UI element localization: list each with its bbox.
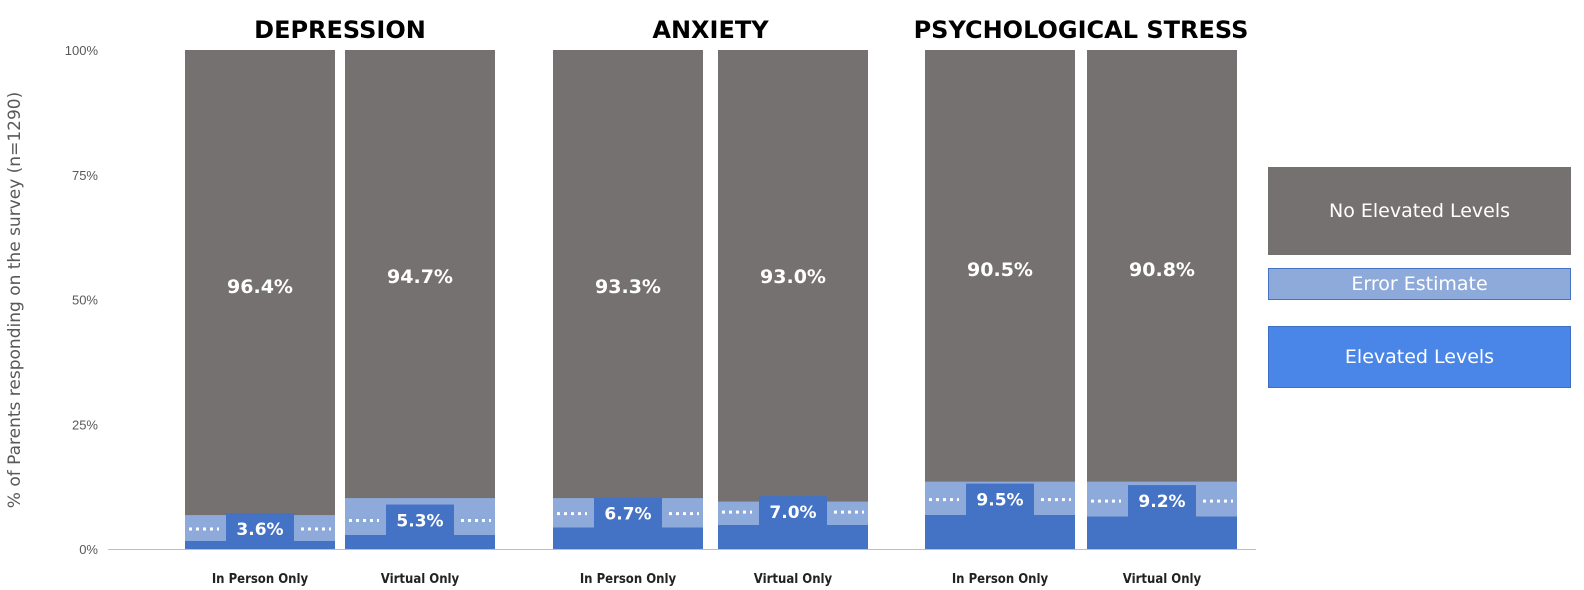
no-elevated-value-label: 93.3% — [595, 276, 661, 298]
panel-title: DEPRESSION — [254, 16, 426, 44]
no-elevated-value-label: 90.8% — [1129, 259, 1195, 281]
bar-group: 3.6% 96.4% — [185, 50, 335, 549]
elevated-label-box — [594, 497, 662, 530]
bar-group: 5.3% 94.7% — [345, 50, 495, 549]
no-elevated-bar — [718, 50, 868, 549]
no-elevated-bar — [185, 50, 335, 549]
category-label: Virtual Only — [381, 572, 460, 587]
legend-elevated-label: Elevated Levels — [1344, 346, 1495, 368]
elevated-value-label: 9.5% — [976, 491, 1023, 511]
elevated-label-box — [226, 513, 294, 546]
elevated-label-box — [966, 483, 1034, 516]
bar-group: 6.7% 93.3% — [553, 50, 703, 549]
legend-no-elevated-label: No Elevated Levels — [1328, 200, 1511, 222]
bars: 3.6% 96.4% 5.3% 94.7% 6.7% 93.3% 7.0% 93.0% 9.5%… — [185, 50, 1237, 549]
legend-no-elevated: No Elevated Levels — [1268, 167, 1571, 255]
no-elevated-value-label: 90.5% — [967, 259, 1033, 281]
category-label: Virtual Only — [754, 572, 833, 587]
elevated-bar — [925, 515, 1075, 549]
no-elevated-bar — [925, 50, 1075, 549]
legend-error-estimate-label: Error Estimate — [1351, 273, 1488, 295]
category-labels: In Person Only Virtual Only In Person Only… — [212, 572, 1202, 587]
no-elevated-value-label: 94.7% — [387, 266, 453, 288]
y-tick-label: 100% — [65, 43, 99, 58]
y-axis-label: % of Parents responding on the survey (n… — [5, 92, 25, 508]
elevated-bar — [553, 527, 703, 549]
elevated-label-box — [386, 504, 454, 537]
y-tick-label: 0% — [79, 542, 98, 557]
bar-group: 7.0% 93.0% — [718, 50, 868, 549]
category-label: In Person Only — [580, 572, 677, 587]
elevated-value-label: 6.7% — [604, 505, 651, 525]
no-elevated-bar — [553, 50, 703, 549]
no-elevated-value-label: 93.0% — [760, 266, 826, 288]
elevated-value-label: 3.6% — [236, 520, 283, 540]
elevated-label-box — [759, 496, 827, 529]
legend-error-estimate: Error Estimate — [1268, 268, 1571, 300]
elevated-bar — [718, 525, 868, 549]
category-label: In Person Only — [952, 572, 1049, 587]
no-elevated-value-label: 96.4% — [227, 276, 293, 298]
legend-elevated: Elevated Levels — [1268, 326, 1571, 388]
elevated-bar — [345, 535, 495, 549]
y-tick-label: 50% — [72, 293, 98, 308]
no-elevated-bar — [345, 50, 495, 549]
elevated-label-box — [1128, 485, 1196, 518]
y-axis: 0% 25% 50% 75% 100% — [65, 43, 1256, 557]
category-label: In Person Only — [212, 572, 309, 587]
elevated-bar — [1087, 516, 1237, 549]
elevated-value-label: 9.2% — [1138, 492, 1185, 512]
no-elevated-bar — [1087, 50, 1237, 549]
panel-title: PSYCHOLOGICAL STRESS — [914, 16, 1249, 44]
elevated-value-label: 7.0% — [769, 503, 816, 523]
category-label: Virtual Only — [1123, 572, 1202, 587]
bar-group: 9.2% 90.8% — [1087, 50, 1237, 549]
bar-group: 9.5% 90.5% — [925, 50, 1075, 549]
elevated-value-label: 5.3% — [396, 512, 443, 532]
panel-titles: DEPRESSION ANXIETY PSYCHOLOGICAL STRESS — [254, 16, 1248, 44]
y-tick-label: 25% — [72, 417, 98, 432]
y-tick-label: 75% — [72, 168, 98, 183]
panel-title: ANXIETY — [652, 16, 769, 44]
